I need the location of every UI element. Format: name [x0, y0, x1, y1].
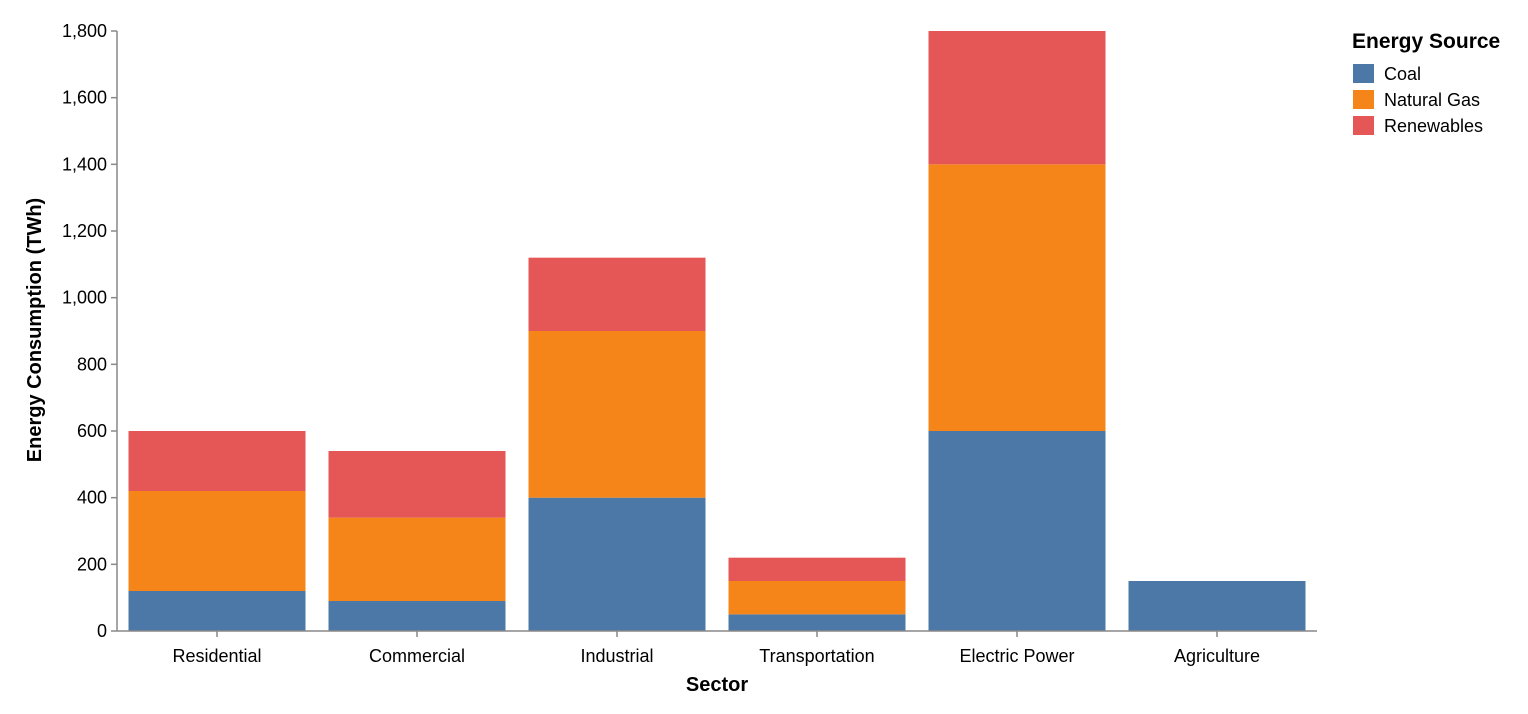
x-tick-label-industrial: Industrial [580, 646, 653, 666]
legend-label-coal: Coal [1384, 64, 1421, 84]
x-tick-label-commercial: Commercial [369, 646, 465, 666]
bar-residential-renewables [128, 431, 306, 491]
bar-industrial-renewables [528, 257, 706, 331]
x-tick-label-transportation: Transportation [759, 646, 874, 666]
legend-label-natural-gas: Natural Gas [1384, 90, 1480, 110]
x-axis-title: Sector [686, 674, 748, 696]
y-tick-label: 600 [77, 421, 107, 441]
bar-commercial-natural-gas [328, 517, 506, 601]
bar-residential-coal [128, 591, 306, 631]
x-tick-label-agriculture: Agriculture [1174, 646, 1260, 666]
y-tick-label: 400 [77, 488, 107, 508]
bar-industrial-natural-gas [528, 331, 706, 498]
bar-transportation-natural-gas [728, 581, 906, 615]
x-tick-label-electric-power: Electric Power [959, 646, 1074, 666]
y-tick-label: 800 [77, 354, 107, 374]
legend-label-renewables: Renewables [1384, 116, 1483, 136]
bar-transportation-renewables [728, 557, 906, 581]
bar-agriculture-coal [1128, 581, 1306, 631]
y-axis: 0 200 400 600 800 1,000 1,200 1,400 1,600 1,800 [62, 21, 118, 641]
x-tick-label-residential: Residential [172, 646, 261, 666]
bar-electric-power-coal [928, 431, 1106, 631]
legend-swatch-coal [1353, 64, 1374, 83]
legend-title: Energy Source [1352, 30, 1500, 53]
legend-swatch-natural-gas [1353, 90, 1374, 109]
bar-commercial-coal [328, 601, 506, 631]
y-axis-title: Energy Consumption (TWh) [24, 198, 46, 462]
bar-residential-natural-gas [128, 491, 306, 591]
y-tick-label: 1,400 [62, 154, 107, 174]
bar-transportation-coal [728, 614, 906, 631]
y-tick-label: 0 [97, 621, 107, 641]
y-tick-label: 1,000 [62, 288, 107, 308]
legend: Energy Source Coal Natural Gas Renewables [1352, 30, 1500, 136]
legend-swatch-renewables [1353, 116, 1374, 135]
y-tick-label: 200 [77, 554, 107, 574]
bar-industrial-coal [528, 497, 706, 631]
y-tick-label: 1,200 [62, 221, 107, 241]
y-tick-label: 1,600 [62, 88, 107, 108]
y-tick-label: 1,800 [62, 21, 107, 41]
bar-electric-power-renewables [928, 31, 1106, 165]
x-axis: Residential Commercial Industrial Transport… [117, 630, 1317, 666]
bar-commercial-renewables [328, 451, 506, 518]
bars-layer [128, 31, 1306, 631]
bar-electric-power-natural-gas [928, 164, 1106, 431]
